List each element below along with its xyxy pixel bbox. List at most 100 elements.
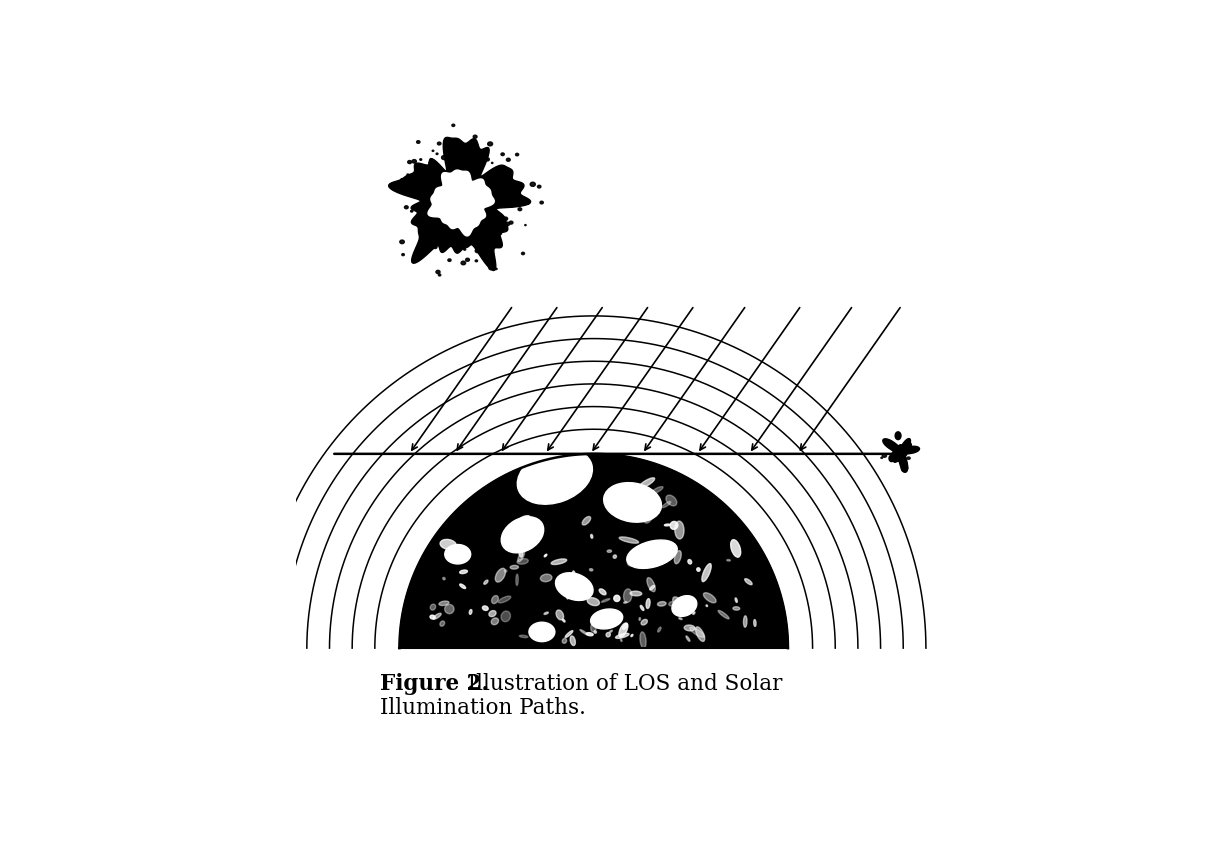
Ellipse shape [702, 563, 711, 582]
Ellipse shape [492, 162, 493, 163]
Ellipse shape [690, 627, 705, 637]
Ellipse shape [544, 554, 546, 557]
Ellipse shape [494, 238, 498, 241]
Ellipse shape [434, 246, 436, 249]
Ellipse shape [509, 203, 514, 207]
Ellipse shape [452, 124, 455, 126]
Polygon shape [389, 137, 531, 271]
Text: Illustration of LOS and Solar: Illustration of LOS and Solar [455, 674, 783, 696]
Ellipse shape [501, 611, 510, 621]
Ellipse shape [638, 549, 642, 554]
Ellipse shape [578, 469, 580, 473]
Ellipse shape [730, 540, 741, 558]
Ellipse shape [461, 262, 465, 265]
Ellipse shape [430, 239, 433, 240]
Ellipse shape [420, 159, 422, 161]
Ellipse shape [643, 507, 652, 517]
Ellipse shape [649, 585, 654, 590]
Ellipse shape [706, 605, 707, 606]
Ellipse shape [591, 534, 592, 538]
Ellipse shape [461, 151, 465, 156]
Ellipse shape [436, 270, 440, 273]
Ellipse shape [638, 505, 643, 512]
Ellipse shape [445, 544, 470, 564]
Ellipse shape [509, 191, 513, 193]
Polygon shape [428, 170, 494, 236]
Ellipse shape [510, 565, 519, 569]
Ellipse shape [501, 233, 502, 235]
Polygon shape [883, 439, 920, 473]
Ellipse shape [562, 477, 567, 489]
Ellipse shape [468, 149, 474, 153]
Ellipse shape [430, 604, 435, 610]
Ellipse shape [405, 206, 409, 209]
Ellipse shape [440, 539, 456, 549]
Ellipse shape [899, 459, 903, 462]
Ellipse shape [727, 559, 730, 561]
Ellipse shape [487, 261, 488, 262]
Ellipse shape [492, 595, 498, 604]
Ellipse shape [571, 636, 575, 646]
Ellipse shape [488, 266, 493, 270]
Ellipse shape [401, 254, 404, 256]
Ellipse shape [615, 633, 629, 638]
Ellipse shape [412, 160, 416, 163]
Ellipse shape [623, 624, 627, 629]
Ellipse shape [883, 454, 886, 458]
Ellipse shape [417, 140, 420, 143]
Ellipse shape [675, 551, 681, 563]
Ellipse shape [604, 625, 609, 628]
Ellipse shape [496, 268, 497, 269]
Ellipse shape [498, 596, 511, 603]
Ellipse shape [642, 489, 648, 503]
Ellipse shape [501, 225, 504, 228]
Ellipse shape [583, 516, 591, 525]
Ellipse shape [556, 610, 563, 620]
Ellipse shape [609, 630, 613, 632]
Ellipse shape [626, 540, 677, 569]
Ellipse shape [436, 153, 438, 155]
Ellipse shape [647, 578, 655, 592]
Ellipse shape [404, 187, 406, 188]
Ellipse shape [619, 623, 627, 637]
Ellipse shape [413, 191, 416, 193]
Ellipse shape [895, 431, 901, 440]
Ellipse shape [753, 620, 756, 627]
Ellipse shape [468, 152, 472, 156]
Ellipse shape [432, 239, 433, 241]
Ellipse shape [590, 569, 592, 571]
Ellipse shape [473, 135, 478, 138]
Ellipse shape [886, 442, 890, 445]
Ellipse shape [487, 142, 492, 145]
Ellipse shape [482, 606, 488, 611]
Ellipse shape [484, 580, 488, 584]
Ellipse shape [485, 158, 490, 161]
Polygon shape [399, 454, 788, 648]
Ellipse shape [568, 583, 572, 586]
Text: Figure 2.: Figure 2. [380, 674, 488, 696]
Ellipse shape [591, 621, 597, 632]
Ellipse shape [631, 634, 634, 637]
Ellipse shape [658, 601, 666, 606]
Ellipse shape [475, 249, 480, 252]
Ellipse shape [496, 569, 505, 582]
Ellipse shape [718, 611, 729, 619]
Ellipse shape [562, 619, 565, 622]
Ellipse shape [658, 627, 661, 632]
Ellipse shape [525, 200, 530, 204]
Ellipse shape [504, 569, 507, 572]
Ellipse shape [594, 631, 596, 633]
Ellipse shape [735, 598, 737, 602]
Ellipse shape [688, 559, 692, 564]
Ellipse shape [644, 502, 655, 523]
Ellipse shape [394, 186, 397, 188]
Ellipse shape [652, 487, 663, 494]
Ellipse shape [638, 478, 654, 488]
Ellipse shape [412, 190, 416, 193]
Ellipse shape [665, 524, 670, 526]
Ellipse shape [907, 442, 912, 448]
Ellipse shape [684, 625, 695, 631]
Ellipse shape [429, 161, 433, 165]
Ellipse shape [704, 593, 716, 603]
Ellipse shape [441, 156, 446, 160]
